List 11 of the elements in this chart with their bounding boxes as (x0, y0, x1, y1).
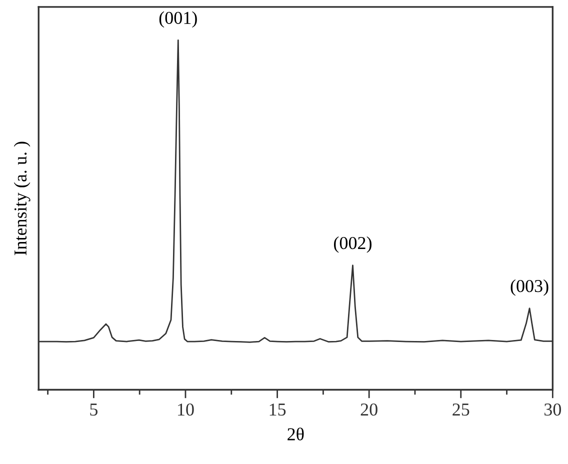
annotation: (001) (159, 11, 197, 28)
x-tick-label: 30 (544, 403, 562, 416)
annotation: (002) (334, 236, 372, 253)
x-tick-label: 10 (178, 403, 194, 416)
x-tick-label: 5 (90, 404, 98, 416)
x-tick-label: 20 (360, 403, 378, 416)
x-tick-label: 15 (270, 404, 286, 416)
y-axis-title: Intensity (a. u. ) (14, 142, 30, 256)
x-axis-title: 2θ (288, 428, 304, 440)
x-tick-label: 25 (452, 404, 470, 416)
annotation: (003) (510, 279, 548, 296)
